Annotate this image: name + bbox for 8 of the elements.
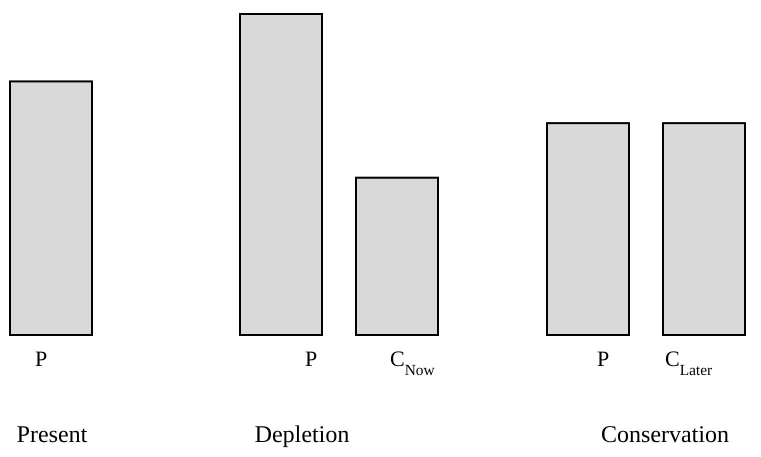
text: Present [16, 422, 88, 448]
x-tick-label: P [305, 346, 318, 371]
x-tick-label: C$_{Now}$ [390, 346, 436, 378]
x-tick-label: P [597, 346, 610, 371]
x-tick-label: C$_{Later}$ [665, 346, 712, 378]
text: Conservation [601, 422, 729, 448]
text: Depletion [254, 422, 350, 448]
x-tick-label: P [35, 346, 48, 371]
